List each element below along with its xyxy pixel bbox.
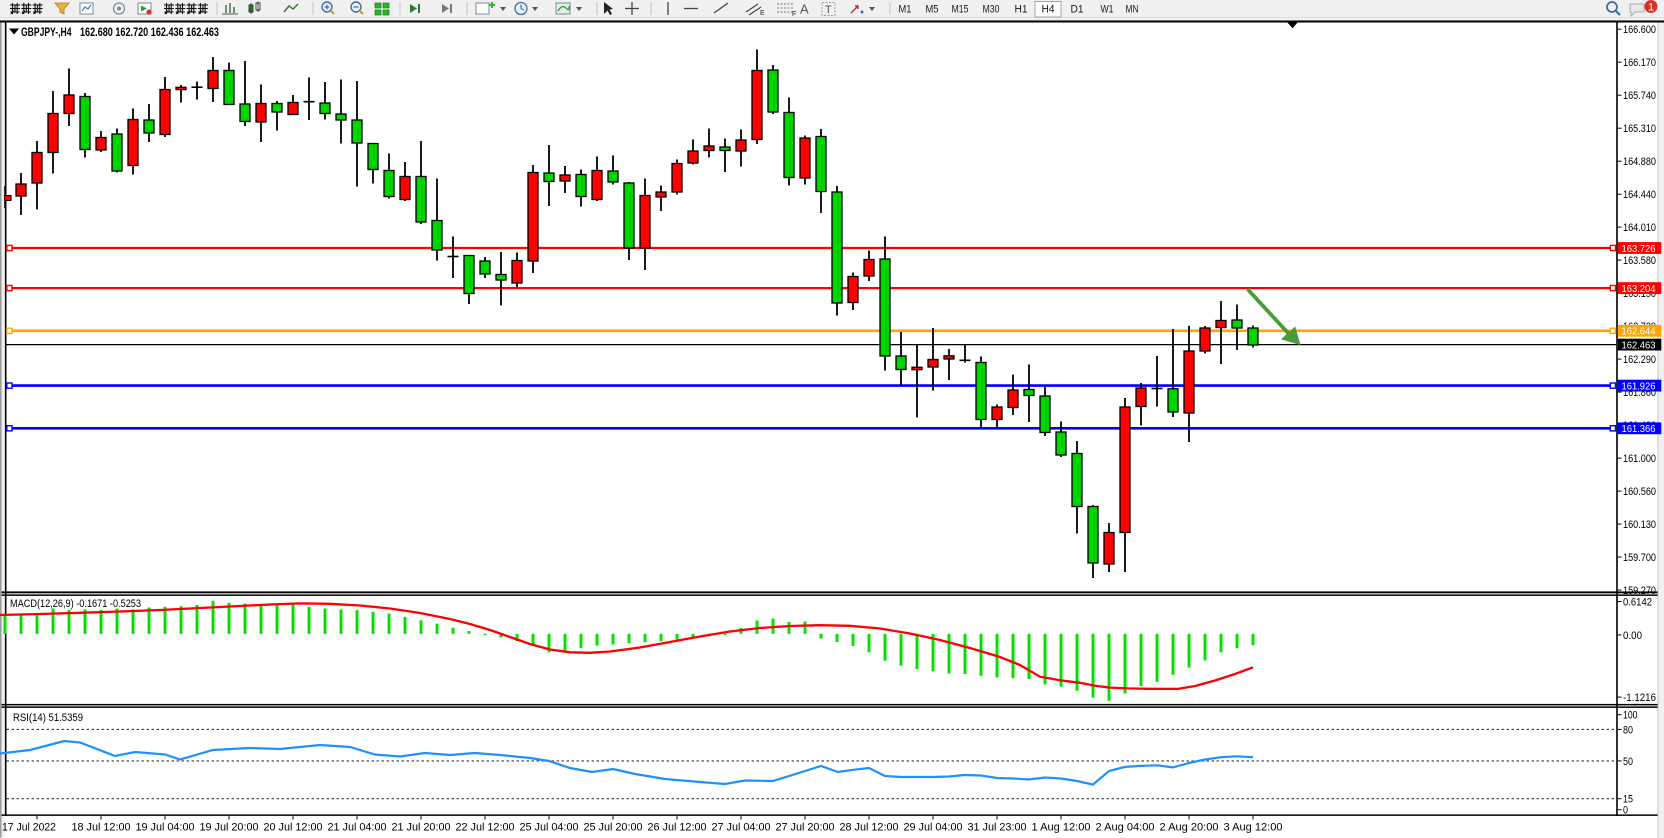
svg-text:100: 100: [1623, 710, 1638, 722]
svg-text:166.170: 166.170: [1623, 57, 1656, 69]
svg-text:M5: M5: [926, 4, 939, 16]
svg-text:28 Jul 12:00: 28 Jul 12:00: [840, 822, 899, 834]
svg-text:164.440: 164.440: [1623, 189, 1656, 201]
svg-text:26 Jul 12:00: 26 Jul 12:00: [648, 822, 707, 834]
svg-text:29 Jul 04:00: 29 Jul 04:00: [904, 822, 963, 834]
svg-text:0: 0: [1623, 805, 1628, 817]
svg-text:27 Jul 20:00: 27 Jul 20:00: [776, 822, 835, 834]
svg-text:17 Jul 2022: 17 Jul 2022: [2, 822, 56, 834]
svg-text:15: 15: [1623, 794, 1633, 806]
svg-text:159.700: 159.700: [1623, 552, 1656, 564]
svg-text:27 Jul 04:00: 27 Jul 04:00: [712, 822, 771, 834]
svg-text:166.600: 166.600: [1623, 24, 1656, 36]
svg-text:21 Jul 04:00: 21 Jul 04:00: [328, 822, 387, 834]
svg-text:1: 1: [1648, 2, 1654, 14]
svg-text:160.130: 160.130: [1623, 519, 1656, 531]
svg-text:A: A: [800, 2, 809, 17]
svg-text:MACD(12,26,9) -0.1671 -0.5253: MACD(12,26,9) -0.1671 -0.5253: [10, 598, 141, 610]
svg-text:19 Jul 20:00: 19 Jul 20:00: [200, 822, 259, 834]
svg-text:-1.1216: -1.1216: [1623, 692, 1656, 704]
svg-text:22 Jul 12:00: 22 Jul 12:00: [456, 822, 515, 834]
svg-text:162.290: 162.290: [1623, 354, 1656, 366]
svg-text:80: 80: [1623, 724, 1633, 736]
svg-text:165.310: 165.310: [1623, 123, 1656, 135]
svg-text:RSI(14) 51.5359: RSI(14) 51.5359: [13, 712, 83, 724]
svg-text:20 Jul 12:00: 20 Jul 12:00: [264, 822, 323, 834]
svg-text:162.644: 162.644: [1622, 326, 1656, 338]
svg-text:31 Jul 23:00: 31 Jul 23:00: [968, 822, 1027, 834]
svg-text:0.00: 0.00: [1623, 630, 1642, 642]
svg-text:MN: MN: [1126, 4, 1139, 16]
svg-text:25 Jul 20:00: 25 Jul 20:00: [584, 822, 643, 834]
svg-text:162.463: 162.463: [1622, 340, 1656, 352]
svg-text:W1: W1: [1101, 4, 1114, 16]
svg-text:161.366: 161.366: [1622, 423, 1656, 435]
svg-text:E: E: [760, 10, 765, 17]
svg-text:GBPJPY-,H4: GBPJPY-,H4: [21, 27, 72, 39]
svg-text:2 Aug 20:00: 2 Aug 20:00: [1160, 822, 1219, 834]
svg-text:M30: M30: [983, 4, 1000, 16]
svg-text:159.270: 159.270: [1623, 585, 1656, 597]
svg-text:165.740: 165.740: [1623, 90, 1656, 102]
svg-text:M15: M15: [952, 4, 969, 16]
svg-text:164.010: 164.010: [1623, 222, 1656, 234]
svg-text:162.680 162.720 162.436 162.46: 162.680 162.720 162.436 162.463: [80, 27, 219, 39]
svg-text:163.580: 163.580: [1623, 255, 1656, 267]
svg-text:1 Aug 12:00: 1 Aug 12:00: [1032, 822, 1091, 834]
svg-text:T: T: [825, 4, 832, 16]
svg-text:F: F: [792, 11, 796, 18]
svg-text:50: 50: [1623, 756, 1633, 768]
svg-text:H1: H1: [1015, 4, 1028, 16]
svg-text:19 Jul 04:00: 19 Jul 04:00: [136, 822, 195, 834]
svg-text:161.926: 161.926: [1622, 381, 1656, 393]
svg-text:0.6142: 0.6142: [1623, 597, 1652, 609]
svg-text:21 Jul 20:00: 21 Jul 20:00: [392, 822, 451, 834]
svg-text:164.880: 164.880: [1623, 156, 1656, 168]
svg-text:H4: H4: [1042, 4, 1055, 16]
svg-text:163.204: 163.204: [1622, 283, 1656, 295]
svg-text:25 Jul 04:00: 25 Jul 04:00: [520, 822, 579, 834]
svg-text:M1: M1: [899, 4, 912, 16]
svg-text:2 Aug 04:00: 2 Aug 04:00: [1096, 822, 1155, 834]
svg-text:18 Jul 12:00: 18 Jul 12:00: [72, 822, 131, 834]
svg-text:160.560: 160.560: [1623, 486, 1656, 498]
svg-text:D1: D1: [1071, 4, 1084, 16]
svg-text:3 Aug 12:00: 3 Aug 12:00: [1224, 822, 1283, 834]
svg-text:163.726: 163.726: [1622, 243, 1656, 255]
svg-text:161.000: 161.000: [1623, 453, 1656, 465]
